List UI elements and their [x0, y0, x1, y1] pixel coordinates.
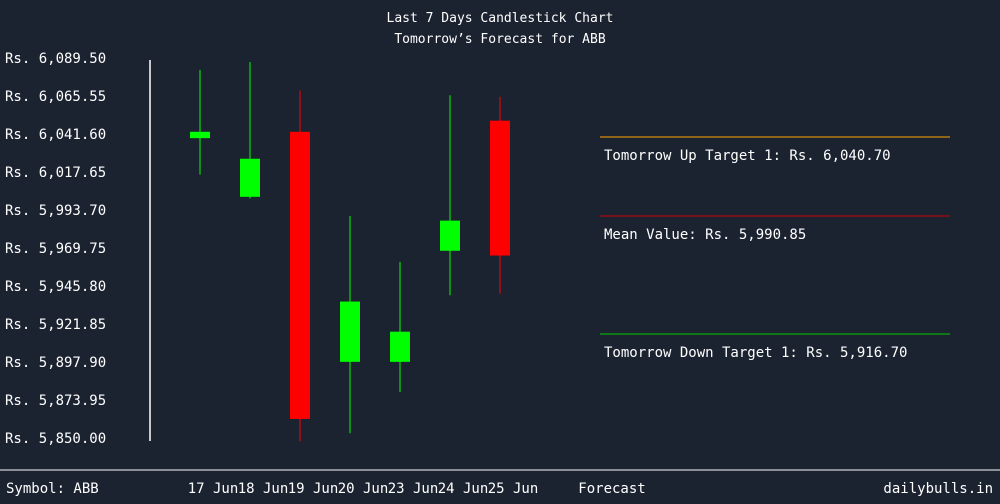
symbol-label: Symbol: ABB — [6, 481, 99, 497]
chart-title: Last 7 Days Candlestick Chart — [387, 11, 614, 26]
candle — [390, 261, 410, 392]
candle — [290, 90, 310, 442]
candle-body — [340, 301, 360, 362]
candle-body — [440, 220, 460, 251]
candles — [190, 61, 510, 442]
x-tick-label: 20 Jun — [338, 481, 389, 497]
candle-body — [490, 120, 510, 256]
target-label: Mean Value: Rs. 5,990.85 — [604, 227, 806, 243]
y-tick-label: Rs. 5,850.00 — [5, 431, 106, 447]
y-tick-label: Rs. 6,017.65 — [5, 165, 106, 181]
candle — [440, 95, 460, 296]
target-label: Tomorrow Down Target 1: Rs. 5,916.70 — [604, 345, 907, 361]
x-tick-label: 23 Jun — [388, 481, 439, 497]
candle-body — [290, 131, 310, 419]
site-label: dailybulls.in — [883, 481, 993, 497]
y-tick-label: Rs. 6,089.50 — [5, 51, 106, 67]
candle-body — [390, 331, 410, 362]
x-tick-label: 25 Jun — [488, 481, 539, 497]
y-tick-labels: Rs. 6,089.50 Rs. 6,065.55 Rs. 6,041.60 Rs. … — [5, 51, 106, 447]
x-tick-label: 19 Jun — [288, 481, 339, 497]
candle-body — [240, 158, 260, 197]
forecast-targets: Tomorrow Up Target 1: Rs. 6,040.70 Mean V… — [600, 136, 950, 361]
y-tick-label: Rs. 6,041.60 — [5, 127, 106, 143]
candle — [190, 69, 210, 175]
y-tick-label: Rs. 5,945.80 — [5, 279, 106, 295]
target-label: Tomorrow Up Target 1: Rs. 6,040.70 — [604, 148, 891, 164]
chart-subtitle: Tomorrow’s Forecast for ABB — [394, 32, 605, 47]
x-tick-labels: 17 Jun 18 Jun 19 Jun 20 Jun 23 Jun 24 Jun 25 J… — [188, 481, 539, 497]
candle-body — [190, 131, 210, 139]
y-tick-label: Rs. 5,969.75 — [5, 241, 106, 257]
x-tick-label: 17 Jun — [188, 481, 239, 497]
x-tick-label: 24 Jun — [438, 481, 489, 497]
y-tick-label: Rs. 5,873.95 — [5, 393, 106, 409]
candle — [240, 61, 260, 199]
y-tick-label: Rs. 6,065.55 — [5, 89, 106, 105]
x-tick-label: 18 Jun — [238, 481, 289, 497]
candle — [490, 96, 510, 294]
y-tick-label: Rs. 5,897.90 — [5, 355, 106, 371]
forecast-label: Forecast — [578, 481, 645, 497]
y-tick-label: Rs. 5,921.85 — [5, 317, 106, 333]
candle — [340, 215, 360, 434]
y-tick-label: Rs. 5,993.70 — [5, 203, 106, 219]
